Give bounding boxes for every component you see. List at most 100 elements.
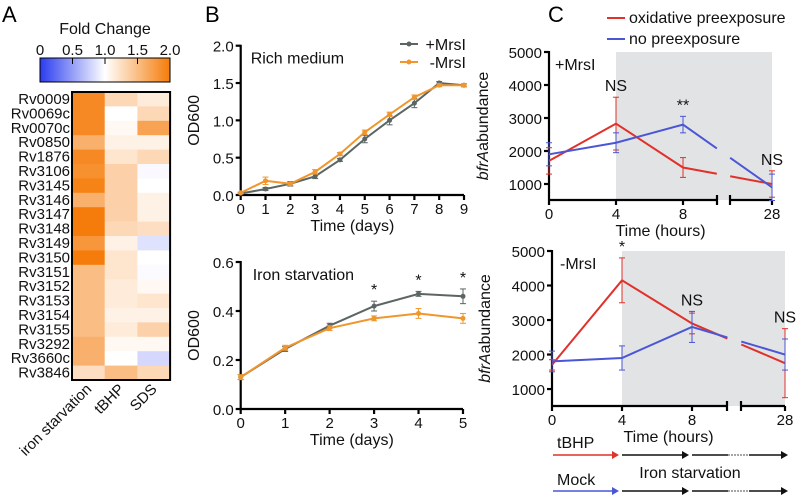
- x-tick-label: 0: [548, 412, 556, 429]
- x-tick-label: 9: [460, 201, 468, 218]
- heatmap-row-label: Rv3292: [18, 336, 70, 353]
- x-tick-label: 1: [281, 415, 289, 432]
- series-line: [729, 157, 773, 189]
- treatment-label: tBHP: [557, 435, 594, 452]
- heatmap-cell: [104, 120, 138, 136]
- y-axis-label-text: OD600: [186, 310, 203, 361]
- y-tick-label: 5000: [512, 244, 545, 261]
- heatmap-cell: [72, 221, 106, 237]
- x-tick-label: 28: [764, 206, 781, 223]
- x-tick-label: 4: [336, 201, 344, 218]
- x-axis-label: Time (days): [310, 218, 394, 235]
- heatmap-cell: [137, 221, 171, 237]
- heatmap-cell: [137, 351, 171, 367]
- data-point: [387, 111, 393, 117]
- y-tick-label: 3000: [512, 313, 545, 330]
- arrow-head-icon: [682, 451, 689, 459]
- heatmap-cell: [104, 293, 138, 309]
- colorbar-tick-label: 0: [36, 42, 44, 59]
- heatmap-column-label: SDS: [127, 381, 161, 415]
- heatmap-cell: [137, 149, 171, 165]
- series-line: [240, 312, 464, 378]
- heatmap-cell: [137, 308, 171, 323]
- heatmap-cell: [104, 135, 138, 151]
- heatmap-cell: [137, 293, 171, 309]
- series-line: [551, 325, 728, 363]
- heatmap-row-label: Rv3155: [18, 321, 70, 338]
- heatmap-cell: [72, 365, 106, 381]
- phase-label: Iron starvation: [639, 465, 740, 482]
- y-tick-label: 0.0: [213, 188, 234, 205]
- y-tick-label: 0.5: [213, 151, 234, 168]
- heatmap-cell: [72, 178, 106, 194]
- heatmap-cell: [72, 279, 106, 295]
- data-point: [460, 315, 466, 321]
- heatmap-row-label: Rv3154: [18, 307, 70, 324]
- data-point: [337, 151, 343, 157]
- data-point: [460, 293, 466, 299]
- x-tick-label: 4: [414, 415, 422, 432]
- y-tick-label: 1000: [512, 382, 545, 399]
- colorbar-tick-label: 0.5: [62, 42, 83, 59]
- y-tick-label: 0.6: [213, 255, 234, 272]
- y-axis-label-text: abundance: [477, 274, 494, 353]
- heatmap-cell: [104, 336, 138, 352]
- data-point: [416, 291, 422, 297]
- y-tick-label: 0.4: [213, 304, 234, 321]
- heatmap-row-label: Rv3153: [18, 293, 70, 310]
- heatmap-cell: [104, 250, 138, 266]
- y-axis-label: bfrAabundance: [477, 274, 494, 383]
- y-tick-label: 1.0: [213, 113, 234, 130]
- significance-annotation: *: [460, 270, 466, 287]
- heatmap-column-label: tBHP: [91, 381, 128, 418]
- heatmap-row-label: Rv0069c: [11, 105, 71, 122]
- heatmap-cell: [72, 250, 106, 266]
- data-point: [436, 82, 442, 88]
- heatmap-cell: [137, 106, 171, 122]
- arrow-head-icon: [781, 451, 788, 459]
- chart-title: -MrsI: [560, 256, 596, 273]
- heatmap-cell: [104, 92, 138, 107]
- heatmap-row-label: Rv3106: [18, 163, 70, 180]
- data-point: [238, 374, 244, 380]
- heatmap-cell: [72, 351, 106, 367]
- heatmap-cell: [104, 351, 138, 367]
- significance-annotation: NS: [774, 310, 796, 327]
- significance-annotation: **: [677, 97, 689, 114]
- heatmap-cell: [104, 149, 138, 165]
- significance-annotation: *: [415, 272, 421, 289]
- data-point: [337, 157, 343, 163]
- x-tick-label: 5: [459, 415, 467, 432]
- data-point: [327, 325, 333, 331]
- data-point: [312, 169, 318, 175]
- legend-marker: [406, 59, 412, 65]
- heatmap-row-label: Rv1876: [18, 149, 70, 166]
- heatmap-cell: [72, 120, 106, 136]
- series-line: [240, 292, 464, 378]
- heatmap-cell: [104, 322, 138, 338]
- data-point: [411, 94, 417, 100]
- y-tick-label: 1.5: [213, 76, 234, 93]
- series-line: [240, 81, 465, 195]
- heatmap-row-label: Rv0009: [18, 91, 70, 108]
- x-tick-label: 8: [688, 412, 696, 429]
- arrow-head-icon: [612, 451, 619, 459]
- legend-label: +MrsI: [426, 37, 466, 54]
- y-axis-label-text: abundance: [475, 72, 492, 151]
- y-axis-label-gene: bfrA: [477, 353, 494, 382]
- data-point: [238, 190, 244, 196]
- heatmap-cell: [104, 365, 138, 381]
- y-tick-label: 1000: [509, 177, 542, 194]
- control-label: Mock: [557, 472, 596, 489]
- y-tick-label: 2000: [509, 144, 542, 161]
- series-line: [240, 84, 464, 194]
- x-tick-label: 3: [370, 415, 378, 432]
- heatmap-cell: [104, 221, 138, 237]
- y-axis-label: bfrAabundance: [475, 72, 492, 181]
- heatmap-cell: [72, 308, 106, 323]
- legend-label: no preexposure: [629, 31, 740, 48]
- x-tick-label: 0: [237, 201, 245, 218]
- significance-annotation: *: [619, 239, 625, 256]
- y-tick-label: 5000: [509, 45, 542, 62]
